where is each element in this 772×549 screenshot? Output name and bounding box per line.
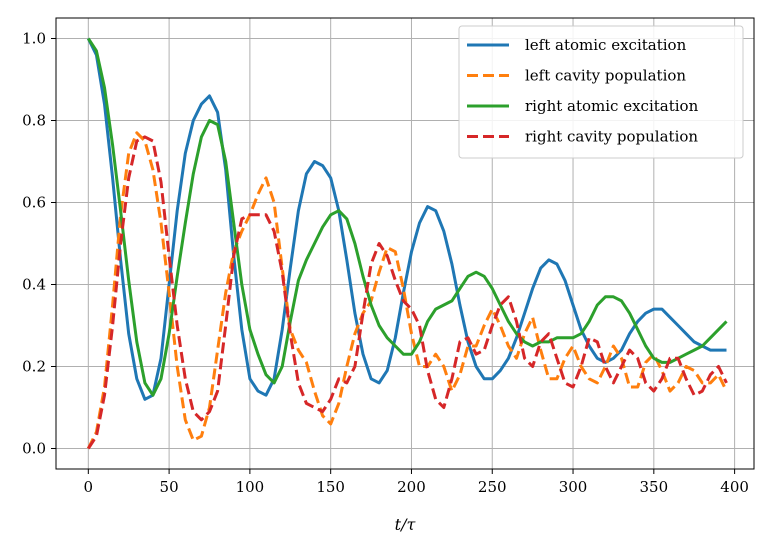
x-tick-label: 50: [160, 478, 179, 496]
y-tick-label: 0.0: [22, 440, 46, 458]
x-tick-label: 150: [316, 478, 345, 496]
legend: left atomic excitation left cavity popula…: [458, 25, 744, 159]
series-line-2: [86, 131, 728, 450]
x-tick-label: 0: [84, 478, 94, 496]
x-tick-label: 250: [478, 478, 507, 496]
y-tick-label: 0.8: [22, 112, 46, 130]
axes-frame: [55, 17, 755, 470]
y-tick-label: 0.4: [22, 276, 46, 294]
series-line-4: [87, 135, 728, 450]
legend-label-4: right cavity population: [525, 128, 698, 146]
series-line-1: [86, 37, 727, 401]
series-line-3: [87, 37, 728, 397]
y-tick-label: 1.0: [22, 30, 46, 48]
legend-box: [458, 25, 744, 159]
x-tick-label: 100: [236, 478, 265, 496]
y-tick-label: 0.2: [22, 358, 46, 376]
x-tick-label: 350: [640, 478, 669, 496]
legend-label-1: left atomic excitation: [525, 36, 687, 54]
legend-label-3: right atomic excitation: [525, 97, 699, 115]
x-axis-label: t/τ: [395, 515, 417, 534]
ticks: 0 50 100 150 200 250 300 350 400 0.0 0.2 0.4 0.6 0.8 1…: [22, 30, 749, 497]
x-tick-label: 400: [720, 478, 749, 496]
x-tick-label: 300: [559, 478, 588, 496]
series-lines: [86, 37, 728, 450]
legend-label-2: left cavity population: [525, 67, 686, 85]
y-tick-label: 0.6: [22, 194, 46, 212]
x-tick-label: 200: [397, 478, 426, 496]
